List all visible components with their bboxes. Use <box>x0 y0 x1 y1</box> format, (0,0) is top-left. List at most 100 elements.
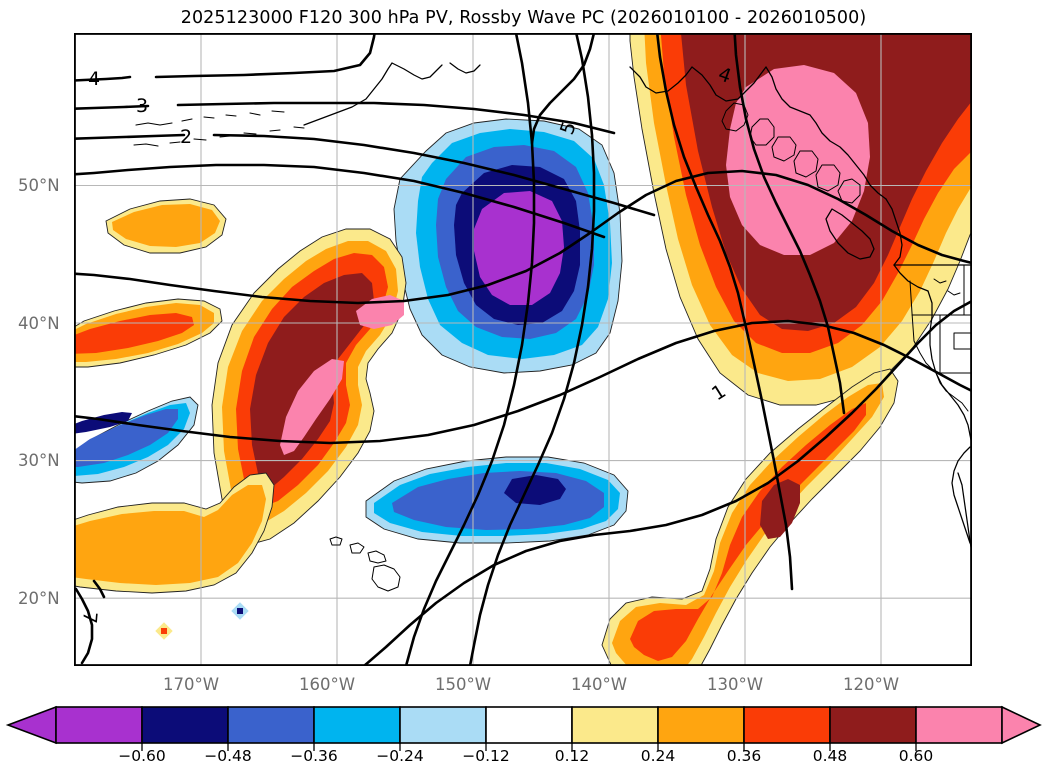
contour-label-3: 3 <box>136 95 148 117</box>
band-pos024 <box>74 485 266 585</box>
cbar-tick-label-6: 0.24 <box>640 747 676 765</box>
coast-hawaii-oahu <box>349 542 365 554</box>
xtick-label-120W: 120°W <box>843 675 900 694</box>
coast-prince-william <box>691 66 767 102</box>
cbar-tick-label-1: −0.48 <box>204 747 252 765</box>
contour-2-west <box>74 133 656 217</box>
band-pos036 <box>630 403 866 661</box>
cbar-seg-4 <box>399 706 487 744</box>
contour-arc-upper <box>74 169 972 305</box>
coast-hawaii-kauai <box>329 536 343 546</box>
cbar-seg-2 <box>227 706 315 744</box>
contour-7-seg <box>74 587 94 665</box>
band-neg060 <box>474 191 564 305</box>
pv-contour-lines <box>74 33 972 666</box>
colorbar: −0.60 −0.48 −0.36 −0.24 −0.12 0.12 0.24 … <box>0 694 1047 765</box>
cold-point-core <box>237 608 243 614</box>
coast-alaska-peninsula <box>303 62 393 126</box>
cbar-seg-6 <box>571 706 659 744</box>
filled-contour-field <box>74 33 972 666</box>
cbar-extend-min <box>5 705 57 745</box>
colorbar-swatches <box>5 705 1042 745</box>
feature-pacific-northwest-warm-anomaly <box>629 33 972 406</box>
colorbar-svg <box>5 705 1042 751</box>
coast-island-f <box>837 178 861 204</box>
border-state-e <box>953 332 972 350</box>
coast-island-d <box>793 150 819 178</box>
contour-7-tick <box>92 579 106 599</box>
xtick-label-170W: 170°W <box>163 675 220 694</box>
contour-trough-2 <box>468 33 596 666</box>
cbar-tick-label-7: 0.36 <box>726 747 762 765</box>
point-markers <box>155 602 249 640</box>
contour-arc-lower <box>362 299 972 666</box>
cbar-seg-8 <box>743 706 831 744</box>
cbar-seg-10 <box>915 706 1003 744</box>
contour-label-2: 2 <box>180 126 192 148</box>
border-state-a <box>909 280 935 372</box>
coast-baja-gulf <box>951 446 971 544</box>
contour-1p5-west <box>74 163 606 239</box>
page-title: 2025123000 F120 300 hPa PV, Rossby Wave … <box>180 8 867 28</box>
contour-label-7: 7 <box>78 611 101 625</box>
coast-southeast-alaska <box>765 66 887 200</box>
warm-point-core <box>161 628 167 634</box>
band-pos024 <box>112 204 220 247</box>
feature-subtropical-central-pacific-cold-anomaly <box>365 456 629 544</box>
band-pos060 <box>726 65 870 255</box>
cbar-tick-label-4: −0.12 <box>462 747 510 765</box>
coast-island-b <box>749 118 775 146</box>
coast-hawaii-bigisland <box>371 564 401 592</box>
feature-subtropical-east-pacific-warm-anomaly <box>601 368 899 666</box>
coast-baja-west <box>957 472 972 554</box>
cbar-tick-label-8: 0.48 <box>812 747 848 765</box>
cbar-tick-label-9: 0.60 <box>898 747 934 765</box>
cbar-seg-1 <box>141 706 229 744</box>
feature-west-edge-warm-slivers <box>74 198 275 594</box>
coast-hawaii-maui <box>367 550 387 564</box>
cbar-seg-5 <box>485 706 573 744</box>
band-neg048 <box>504 475 566 505</box>
band-neg036 <box>74 409 178 467</box>
cbar-seg-0 <box>55 706 143 744</box>
contour-3-west <box>74 101 616 135</box>
colorbar-ticks <box>141 743 917 751</box>
xtick-label-130W: 130°W <box>707 675 764 694</box>
band-neg048 <box>74 412 132 434</box>
band-pos060-a <box>280 359 344 455</box>
cbar-tick-label-5: 0.12 <box>554 747 590 765</box>
coast-kodiak-gulf <box>629 66 693 94</box>
coast-kuskokwim <box>449 62 481 74</box>
coast-island-a <box>721 102 749 132</box>
cbar-tick-label-3: −0.24 <box>376 747 424 765</box>
contour-arc-mid <box>74 319 972 445</box>
contour-5-seg <box>530 33 596 145</box>
plot-frame <box>74 33 972 666</box>
xtick-label-140W: 140°W <box>571 675 628 694</box>
feature-western-pacific-cold-anomaly <box>74 396 199 484</box>
cbar-seg-9 <box>829 706 917 744</box>
coast-bc-mainland <box>885 198 903 266</box>
xtick-label-150W: 150°W <box>435 675 492 694</box>
band-pos048 <box>760 479 800 539</box>
coast-island-e <box>815 164 841 192</box>
cbar-tick-label-0: −0.60 <box>118 747 166 765</box>
border-detail-b <box>947 290 961 296</box>
coast-aleutian-chain <box>135 110 285 126</box>
cbar-seg-7 <box>657 706 745 744</box>
feature-central-north-pacific-warm-anomaly <box>211 228 407 546</box>
map-plot-area: 4 3 2 5 4 1 7 <box>74 33 972 666</box>
border-detail-a <box>933 278 947 284</box>
map-canvas: 4 3 2 5 4 1 7 <box>74 33 972 666</box>
coast-bristol-bay <box>391 62 443 80</box>
xtick-label-160W: 160°W <box>299 675 356 694</box>
cbar-seg-3 <box>313 706 401 744</box>
cbar-tick-label-2: −0.36 <box>290 747 338 765</box>
border-state-f <box>935 372 969 412</box>
contour-label-4a: 4 <box>88 68 100 90</box>
contour-ridge-b <box>733 33 846 415</box>
coast-island-c <box>771 136 797 162</box>
contour-4-west <box>74 33 376 82</box>
map-gridlines <box>74 33 972 666</box>
